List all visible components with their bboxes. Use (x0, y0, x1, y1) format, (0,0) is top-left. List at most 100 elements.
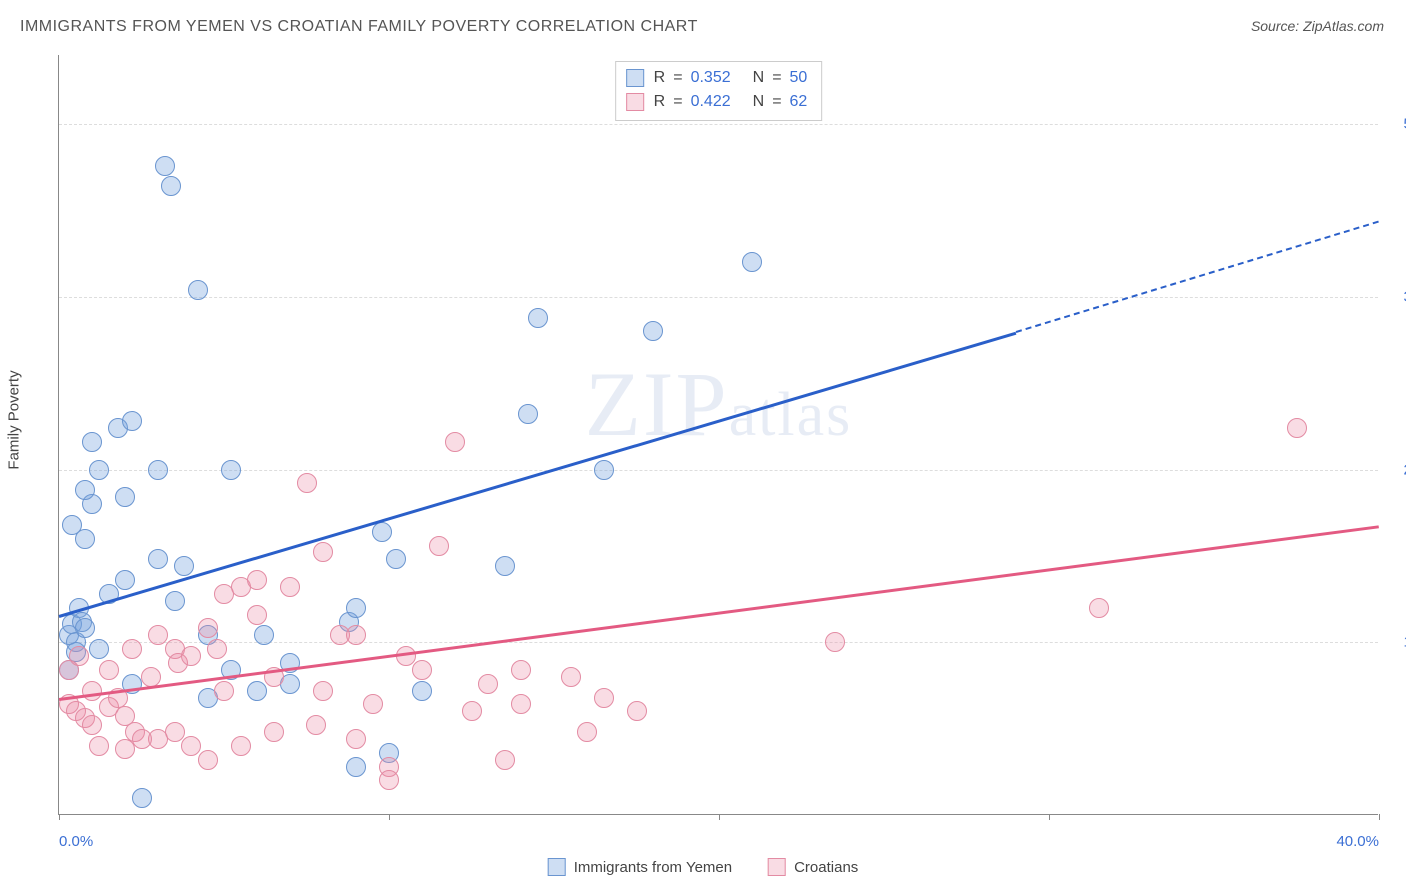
yemen-point (122, 411, 142, 431)
x-tick (1379, 814, 1380, 820)
yemen-point (346, 757, 366, 777)
croatians-point (511, 694, 531, 714)
stat-N-value: 50 (790, 66, 808, 90)
croatians-point (594, 688, 614, 708)
croatians-point (346, 729, 366, 749)
croatians-point (165, 722, 185, 742)
croatians-point (141, 667, 161, 687)
gridline (59, 297, 1378, 298)
croatians-point (495, 750, 515, 770)
croatians-point (148, 625, 168, 645)
source-prefix: Source: (1251, 18, 1303, 34)
yemen-point (372, 522, 392, 542)
x-tick (389, 814, 390, 820)
croatians-swatch (768, 858, 786, 876)
yemen-point (82, 432, 102, 452)
yemen-point (89, 460, 109, 480)
y-tick-label: 37.5% (1386, 288, 1406, 305)
stat-N-value: 62 (790, 90, 808, 114)
x-tick (59, 814, 60, 820)
source-attribution: Source: ZipAtlas.com (1251, 18, 1384, 34)
legend-label: Immigrants from Yemen (574, 859, 732, 876)
legend-item-yemen: Immigrants from Yemen (548, 858, 732, 876)
yemen-point (148, 460, 168, 480)
trend-line (1016, 221, 1380, 333)
stats-legend: R=0.352N=50R=0.422N=62 (615, 61, 823, 121)
yemen-swatch (626, 69, 644, 87)
croatians-point (1089, 598, 1109, 618)
stat-R-value: 0.352 (691, 66, 731, 90)
croatians-point (412, 660, 432, 680)
source-name: ZipAtlas.com (1303, 18, 1384, 34)
croatians-point (247, 605, 267, 625)
croatians-point (627, 701, 647, 721)
plot-area: ZIPatlas R=0.352N=50R=0.422N=62 12.5%25.… (58, 55, 1378, 815)
stat-eq: = (772, 90, 781, 114)
croatians-point (313, 542, 333, 562)
croatians-point (462, 701, 482, 721)
croatians-point (561, 667, 581, 687)
watermark: ZIPatlas (585, 351, 853, 457)
yemen-point (594, 460, 614, 480)
stats-row-yemen: R=0.352N=50 (626, 66, 808, 90)
croatians-point (198, 618, 218, 638)
croatians-point (181, 736, 201, 756)
stat-R-label: R (654, 90, 666, 114)
yemen-point (188, 280, 208, 300)
yemen-swatch (548, 858, 566, 876)
croatians-point (69, 646, 89, 666)
croatians-point (207, 639, 227, 659)
croatians-point (264, 722, 284, 742)
yemen-point (412, 681, 432, 701)
stat-eq: = (673, 90, 682, 114)
croatians-point (511, 660, 531, 680)
croatians-swatch (626, 93, 644, 111)
croatians-point (297, 473, 317, 493)
croatians-point (82, 715, 102, 735)
croatians-point (122, 639, 142, 659)
croatians-point (825, 632, 845, 652)
gridline (59, 470, 1378, 471)
bottom-legend: Immigrants from Yemen Croatians (548, 858, 859, 876)
stat-N-label: N (753, 90, 765, 114)
croatians-point (214, 681, 234, 701)
yemen-point (89, 639, 109, 659)
y-tick-label: 12.5% (1386, 634, 1406, 651)
x-tick (1049, 814, 1050, 820)
yemen-point (174, 556, 194, 576)
yemen-point (115, 487, 135, 507)
croatians-point (429, 536, 449, 556)
croatians-point (1287, 418, 1307, 438)
croatians-point (99, 660, 119, 680)
yemen-point (254, 625, 274, 645)
yemen-point (75, 480, 95, 500)
croatians-point (306, 715, 326, 735)
trend-line (59, 331, 1017, 617)
y-tick-label: 50.0% (1386, 116, 1406, 133)
stat-R-value: 0.422 (691, 90, 731, 114)
yemen-point (495, 556, 515, 576)
y-axis-label: Family Poverty (6, 370, 23, 469)
croatians-point (181, 646, 201, 666)
gridline (59, 124, 1378, 125)
yemen-point (221, 460, 241, 480)
yemen-point (518, 404, 538, 424)
yemen-point (165, 591, 185, 611)
stat-R-label: R (654, 66, 666, 90)
croatians-point (247, 570, 267, 590)
stat-eq: = (772, 66, 781, 90)
legend-item-croatians: Croatians (768, 858, 858, 876)
yemen-point (643, 321, 663, 341)
x-tick-label: 0.0% (59, 833, 93, 850)
croatians-point (89, 736, 109, 756)
yemen-point (75, 529, 95, 549)
y-tick-label: 25.0% (1386, 461, 1406, 478)
chart-title: IMMIGRANTS FROM YEMEN VS CROATIAN FAMILY… (20, 18, 698, 36)
yemen-point (386, 549, 406, 569)
croatians-point (478, 674, 498, 694)
yemen-point (148, 549, 168, 569)
yemen-point (155, 156, 175, 176)
x-tick (719, 814, 720, 820)
croatians-point (445, 432, 465, 452)
croatians-point (363, 694, 383, 714)
